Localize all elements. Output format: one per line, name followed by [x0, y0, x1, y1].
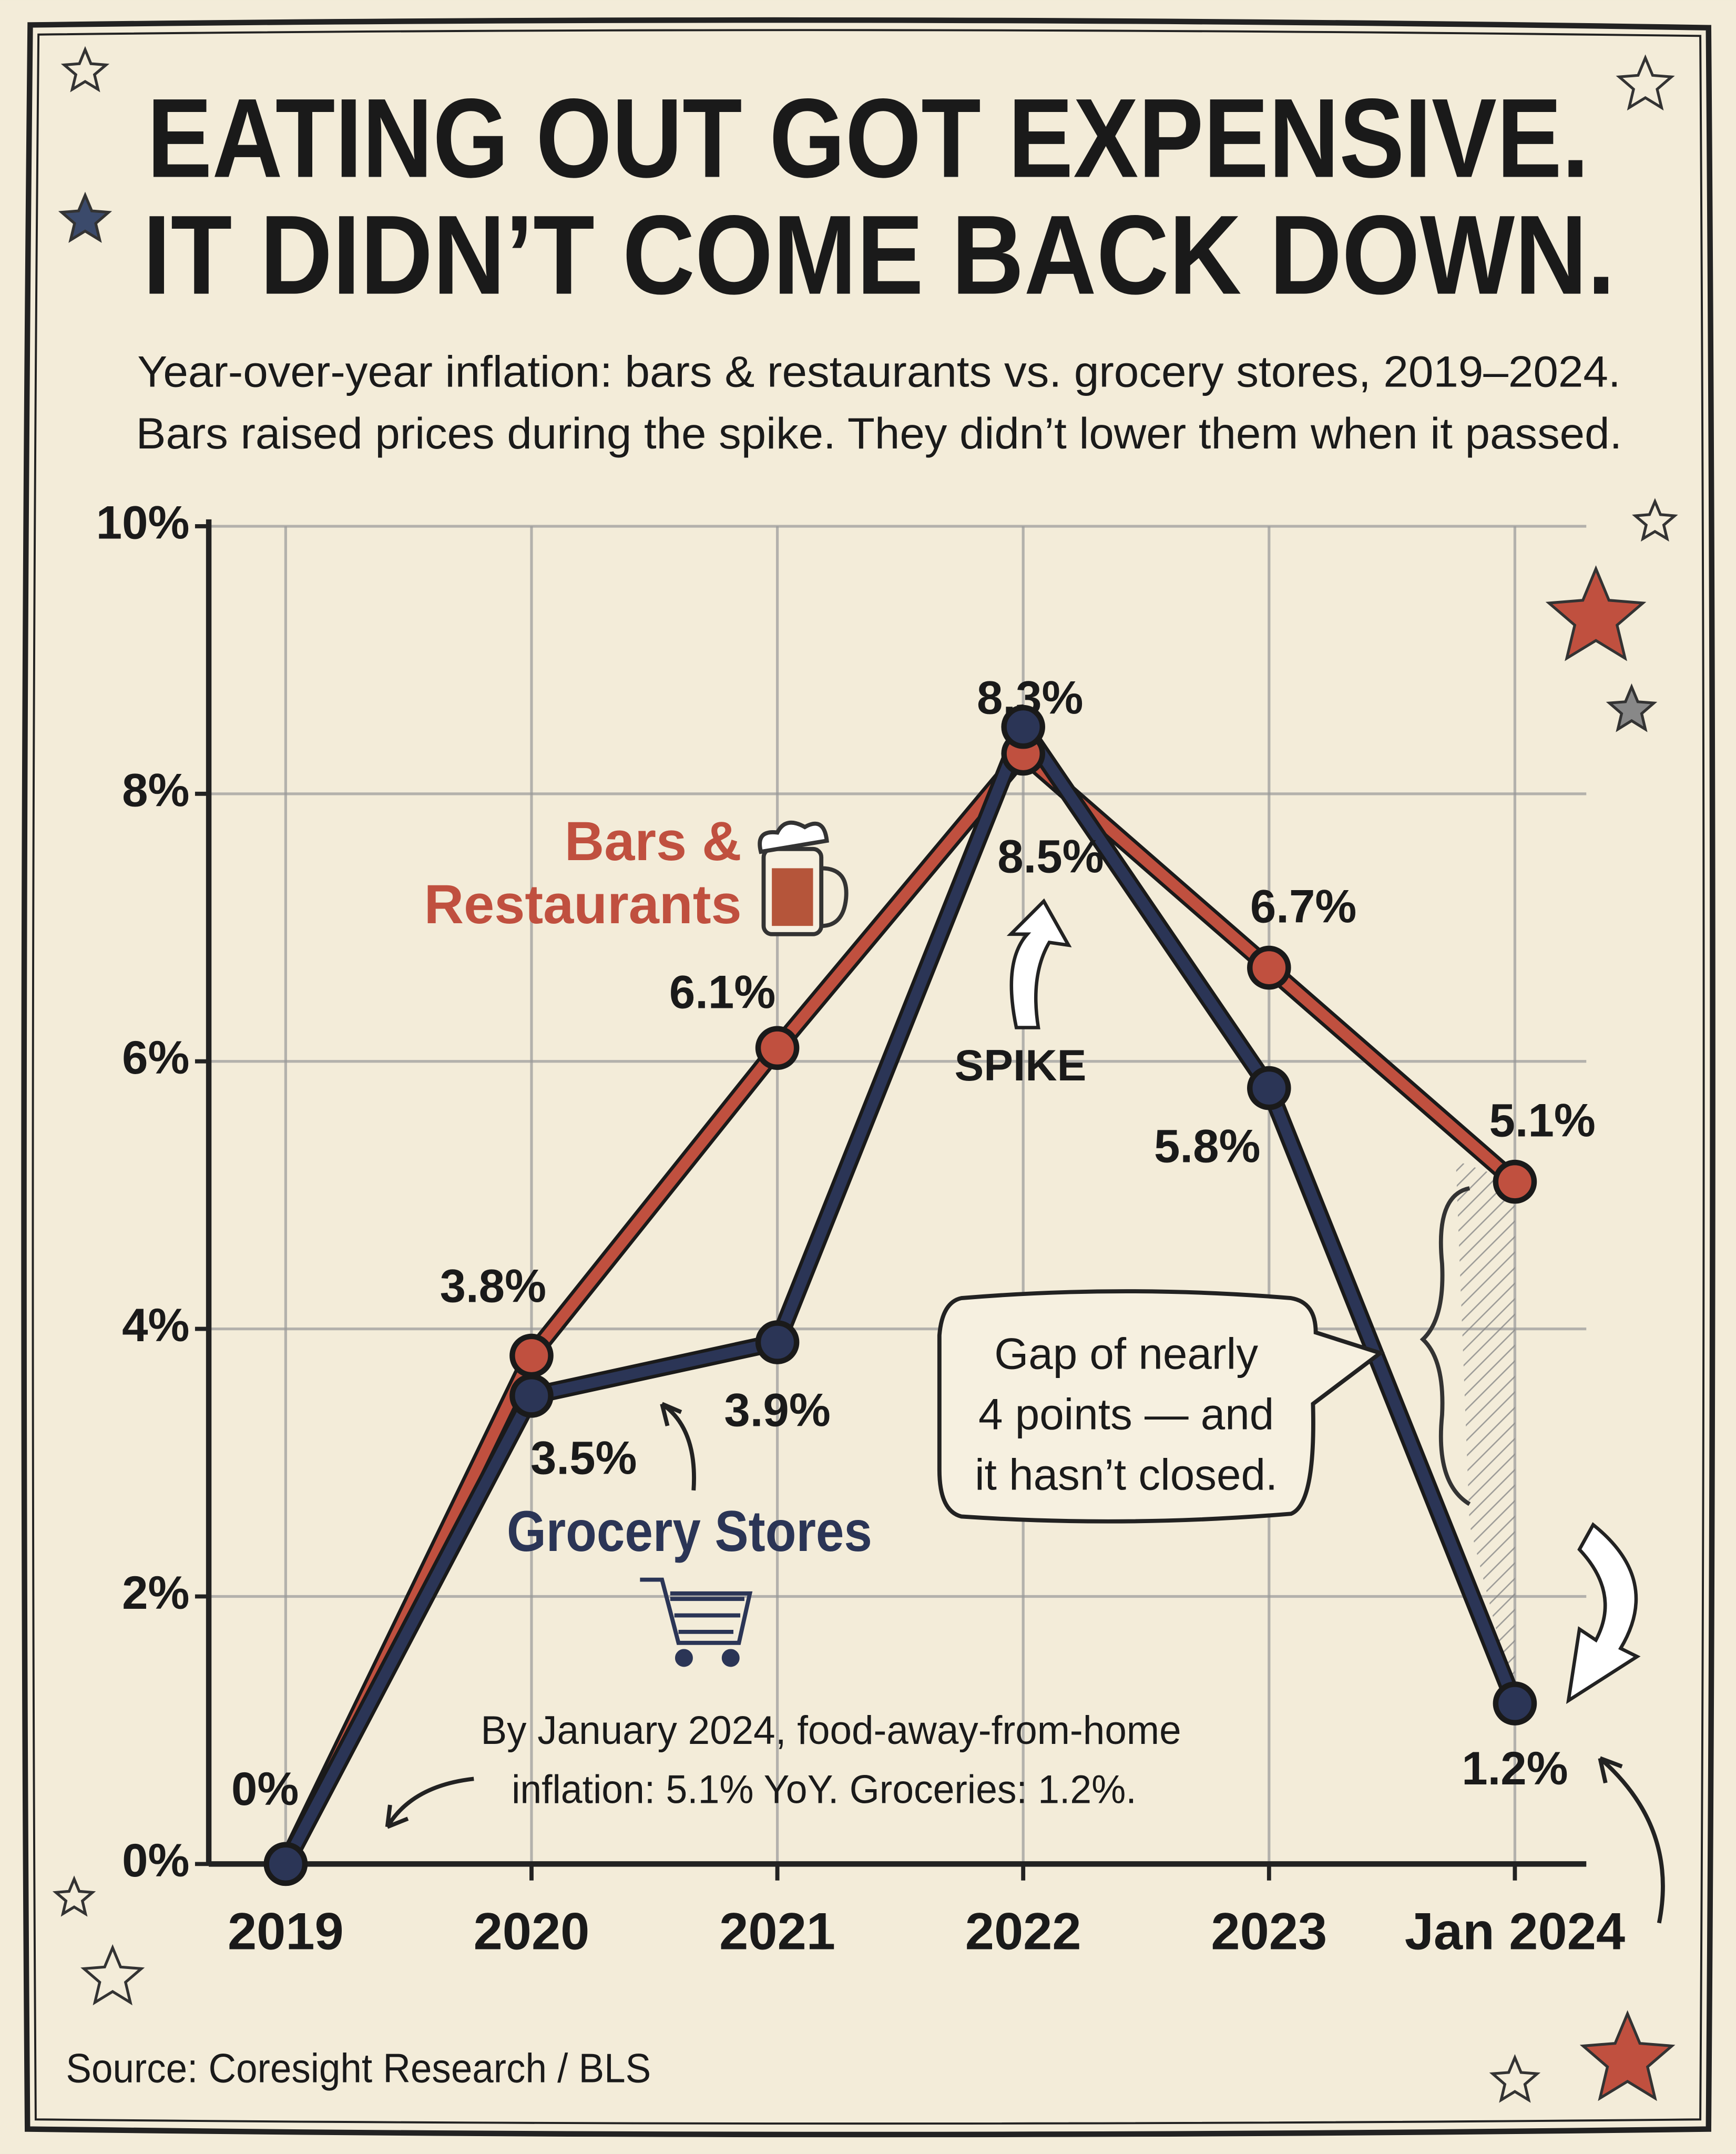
point [509, 1333, 554, 1378]
arrow [660, 1402, 696, 1491]
star [1606, 683, 1658, 732]
gap-text: Gap of nearly [994, 1329, 1258, 1378]
decorations [52, 46, 1678, 2103]
star [1489, 2054, 1541, 2103]
grid: 0% 2% 4% 6% 8% 10% 2019 2020 2021 2022 2023 Jan 202… [96, 496, 1625, 1961]
value-label: 0% [231, 1763, 299, 1815]
star [60, 46, 110, 93]
point [509, 1374, 554, 1418]
point [1001, 705, 1045, 749]
point [755, 1026, 800, 1070]
legend-label: Bars & Restaurants [424, 812, 742, 936]
y-tick-label: 2% [122, 1567, 189, 1619]
star [1579, 2010, 1676, 2101]
gap-text: it hasn’t closed. [975, 1449, 1278, 1499]
gap-hatch [1456, 1160, 1515, 1703]
point [755, 1320, 800, 1364]
plot: 0%3.8%6.1%8.3%6.7%5.1%3.5%3.9%8.5%5.8%1.… [231, 672, 1596, 1886]
value-label: 3.9% [724, 1384, 830, 1436]
gap-callout [937, 1289, 1385, 1524]
note-text: By January 2024, food-away-from-home [481, 1708, 1181, 1753]
arrow [1566, 1522, 1641, 1704]
legend-label: Grocery Stores [507, 1499, 872, 1564]
point [1247, 945, 1291, 990]
value-label: 6.7% [1250, 880, 1356, 932]
value-label: 5.1% [1489, 1094, 1595, 1146]
value-label: 1.2% [1462, 1742, 1568, 1794]
frame [21, 17, 1715, 2138]
point [263, 1842, 308, 1886]
source: Source: Coresight Research / BLS [66, 2045, 651, 2091]
x-tick-label: 2020 [474, 1902, 590, 1961]
star [1545, 565, 1647, 661]
y-tick-label: 8% [122, 764, 189, 816]
y-tick-label: 10% [96, 496, 190, 548]
cart-icon [640, 1577, 753, 1667]
point [1247, 1066, 1291, 1110]
point [1493, 1159, 1537, 1204]
star [1632, 498, 1678, 542]
note-text: inflation: 5.1% YoY. Groceries: 1.2%. [512, 1768, 1137, 1812]
frame-inner [32, 29, 1705, 2125]
title-line: EATING OUT GOT EXPENSIVE. [147, 76, 1589, 201]
x-tick-label: 2019 [228, 1902, 344, 1961]
star [52, 1875, 96, 1917]
value-label: 5.8% [1154, 1120, 1260, 1172]
note-arrow [385, 1777, 474, 1829]
x-tick-label: Jan 2024 [1405, 1902, 1625, 1961]
star [1616, 54, 1675, 111]
value-label: 6.1% [669, 966, 775, 1018]
gap-text: 4 points — and [978, 1389, 1274, 1438]
spike-arrow [1006, 898, 1072, 1029]
beer-icon [758, 820, 849, 936]
subtitle-line: Bars raised prices during the spike. The… [136, 409, 1622, 458]
value-label: 3.8% [440, 1260, 546, 1312]
legend-entry: Bars & Restaurants [424, 812, 742, 936]
value-label: 8.5% [997, 830, 1104, 882]
title-line: IT DIDN’T COME BACK DOWN. [143, 192, 1615, 318]
subtitle-line: Year-over-year inflation: bars & restaur… [137, 347, 1620, 396]
star [80, 1944, 145, 2006]
y-tick-label: 0% [122, 1834, 189, 1886]
y-tick-label: 4% [122, 1299, 189, 1351]
spike-label: SPIKE [955, 1040, 1087, 1090]
brace [1420, 1186, 1471, 1506]
value-label: 3.5% [530, 1432, 637, 1484]
series-line [280, 721, 1520, 1870]
y-tick-label: 6% [122, 1032, 189, 1084]
star [58, 191, 113, 243]
x-tick-label: 2021 [719, 1902, 835, 1961]
series-line [280, 748, 1520, 1870]
point [1493, 1681, 1537, 1726]
x-tick-label: 2023 [1211, 1902, 1327, 1961]
x-tick-label: 2022 [965, 1902, 1081, 1961]
arrow [1598, 1756, 1665, 1924]
